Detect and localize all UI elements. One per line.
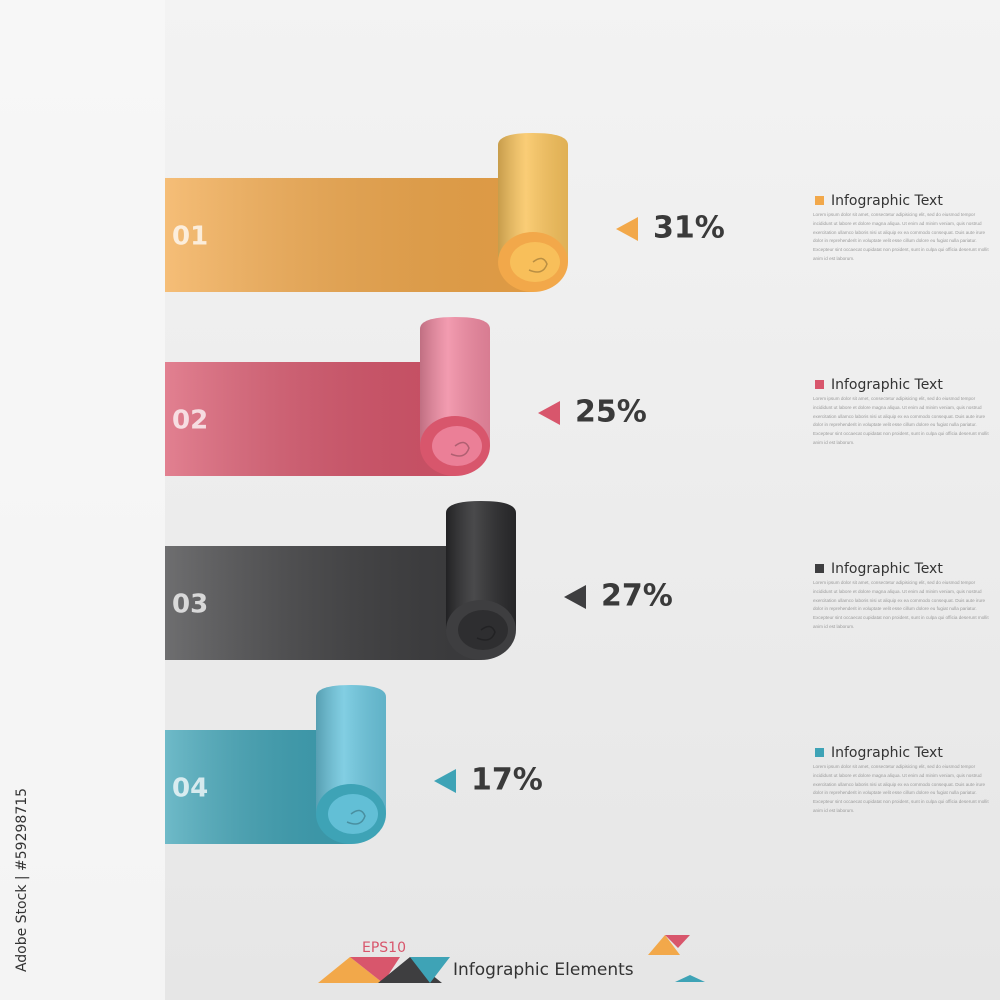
value-label: 27%: [601, 579, 673, 614]
legend-title: Infographic Text: [831, 193, 943, 209]
bar-shine: [165, 362, 455, 476]
roll-inner: [328, 794, 378, 834]
value-pointer: [538, 401, 560, 425]
roll-spiral: [450, 441, 470, 457]
value-pointer: [434, 769, 456, 793]
legend-text: Lorem ipsum dolor sit amet, consectetur …: [813, 580, 989, 629]
roll-shade: [316, 685, 386, 814]
side-panel: [0, 0, 165, 1000]
footer-badge: EPS10: [362, 940, 406, 956]
footer-logo: [318, 935, 705, 983]
roll-spiral: [346, 809, 366, 825]
legend-swatch: [815, 380, 824, 389]
legend-text: Lorem ipsum dolor sit amet, consectetur …: [813, 212, 989, 261]
value-label: 31%: [653, 211, 725, 246]
roll-spiral: [476, 625, 496, 641]
value-pointer: [616, 217, 638, 241]
watermark: Adobe Stock | #59298715: [14, 788, 30, 972]
legend-paragraph: Lorem ipsum dolor sit amet, consectetur …: [813, 212, 989, 261]
legend-title: Infographic Text: [831, 745, 943, 761]
legend-title: Infographic Text: [831, 561, 943, 577]
roll-shade: [498, 133, 568, 262]
legend-swatch: [815, 748, 824, 757]
bar-number: 03: [172, 590, 208, 620]
legend-text: Lorem ipsum dolor sit amet, consectetur …: [813, 396, 989, 445]
bar-number: 01: [172, 222, 208, 252]
bar-number: 04: [172, 774, 208, 804]
legend-text: Lorem ipsum dolor sit amet, consectetur …: [813, 764, 989, 813]
legend-title: Infographic Text: [831, 377, 943, 393]
legend-paragraph: Lorem ipsum dolor sit amet, consectetur …: [813, 396, 989, 445]
legend-paragraph: Lorem ipsum dolor sit amet, consectetur …: [813, 580, 989, 629]
bar-shine: [165, 178, 533, 292]
roll-inner: [510, 242, 560, 282]
roll-inner: [432, 426, 482, 466]
roll-shade: [446, 501, 516, 630]
legend-paragraph: Lorem ipsum dolor sit amet, consectetur …: [813, 764, 989, 813]
value-label: 25%: [575, 395, 647, 430]
roll-spiral: [528, 257, 548, 273]
bar-number: 02: [172, 406, 208, 436]
footer-title: Infographic Elements: [453, 960, 634, 980]
legend-swatch: [815, 196, 824, 205]
bar-shine: [165, 546, 481, 660]
value-pointer: [564, 585, 586, 609]
roll-shade: [420, 317, 490, 446]
legend-swatch: [815, 564, 824, 573]
value-label: 17%: [471, 763, 543, 798]
roll-inner: [458, 610, 508, 650]
